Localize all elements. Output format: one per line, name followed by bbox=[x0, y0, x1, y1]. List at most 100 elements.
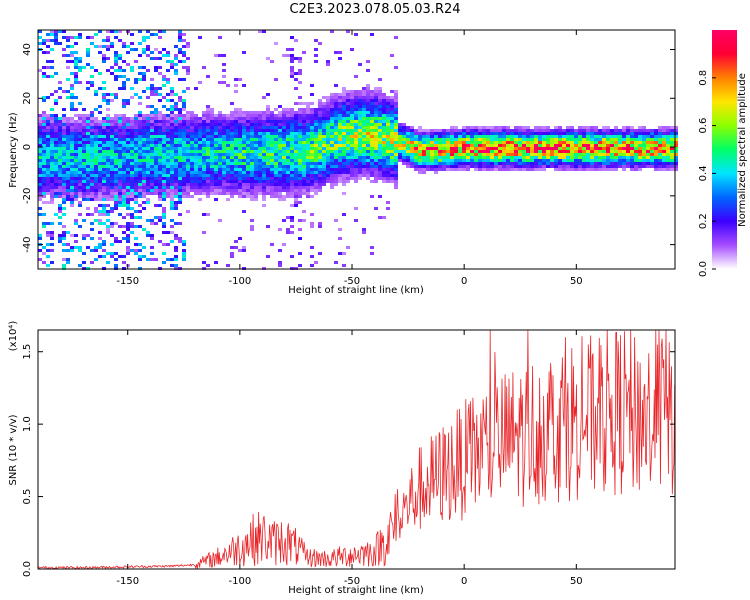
spectrogram-cell bbox=[238, 183, 242, 186]
spectrogram-cell bbox=[138, 120, 142, 123]
spectrogram-cell bbox=[130, 69, 134, 72]
spectrogram-cell bbox=[366, 135, 370, 138]
spectrogram-cell bbox=[390, 165, 394, 168]
spectrogram-cell bbox=[666, 159, 670, 162]
spectrogram-cell bbox=[50, 108, 54, 111]
spectrogram-cell bbox=[490, 162, 494, 165]
spectrogram-cell bbox=[378, 174, 382, 177]
spectrogram-cell bbox=[270, 114, 274, 117]
spectrogram-cell bbox=[166, 165, 170, 168]
spectrogram-cell bbox=[366, 144, 370, 147]
spectrogram-cell bbox=[446, 138, 450, 141]
spectrogram-cell bbox=[186, 192, 190, 195]
spectrogram-cell bbox=[102, 141, 106, 144]
spectrogram-cell bbox=[154, 162, 158, 165]
spectrogram-cell bbox=[178, 39, 182, 42]
spectrogram-cell bbox=[78, 189, 82, 192]
spectrogram-cell bbox=[542, 159, 546, 162]
spectrogram-cell bbox=[330, 120, 334, 123]
spectrogram-cell bbox=[122, 225, 126, 228]
spectrogram-cell bbox=[214, 171, 218, 174]
spectrogram-cell bbox=[290, 66, 294, 69]
spectrogram-cell bbox=[250, 195, 254, 198]
spectrogram-cell bbox=[134, 189, 138, 192]
spectrogram-cell bbox=[338, 96, 342, 99]
spectrogram-cell bbox=[278, 126, 282, 129]
spectrogram-cell bbox=[50, 153, 54, 156]
spectrogram-cell bbox=[310, 171, 314, 174]
spectrogram-cell bbox=[430, 141, 434, 144]
spectrogram-cell bbox=[174, 204, 178, 207]
spectrogram-cell bbox=[226, 183, 230, 186]
spectrogram-cell bbox=[106, 192, 110, 195]
colorbar-tick-label: 0.0 bbox=[698, 261, 709, 277]
spectrogram-cell bbox=[354, 111, 358, 114]
spectrogram-cell bbox=[634, 165, 638, 168]
spectrogram-cell bbox=[306, 183, 310, 186]
spectrogram-cell bbox=[262, 141, 266, 144]
spectrogram-cell bbox=[142, 132, 146, 135]
spectrogram-cell bbox=[218, 123, 222, 126]
spectrogram-cell bbox=[138, 123, 142, 126]
spectrogram-cell bbox=[94, 183, 98, 186]
spectrogram-cell bbox=[46, 33, 50, 36]
spectrogram-cell bbox=[138, 111, 142, 114]
spectrogram-cell bbox=[518, 153, 522, 156]
spectrogram-cell bbox=[186, 186, 190, 189]
spectrogram-cell bbox=[382, 117, 386, 120]
spectrogram-cell bbox=[246, 165, 250, 168]
spectrogram-cell bbox=[422, 129, 426, 132]
spectrogram-cell bbox=[66, 150, 70, 153]
spectrogram-cell bbox=[90, 177, 94, 180]
spectrogram-cell bbox=[50, 231, 54, 234]
spectrogram-cell bbox=[550, 147, 554, 150]
spectrogram-cell bbox=[66, 66, 70, 69]
spectrogram-cell bbox=[578, 141, 582, 144]
spectrogram-cell bbox=[270, 156, 274, 159]
spectrogram-cell bbox=[322, 147, 326, 150]
spectrogram-cell bbox=[246, 114, 250, 117]
spectrogram-cell bbox=[162, 177, 166, 180]
spectrogram-cell bbox=[318, 252, 322, 255]
spectrogram-cell bbox=[150, 219, 154, 222]
spectrogram-cell bbox=[238, 138, 242, 141]
spectrogram-cell bbox=[190, 195, 194, 198]
spectrogram-cell bbox=[62, 213, 66, 216]
spectrogram-cell bbox=[266, 123, 270, 126]
spectrogram-cell bbox=[466, 162, 470, 165]
spectrogram-cell bbox=[606, 153, 610, 156]
spectrogram-cell bbox=[138, 168, 142, 171]
spectrogram-cell bbox=[346, 153, 350, 156]
spectrogram-cell bbox=[358, 141, 362, 144]
spectrogram-cell bbox=[142, 228, 146, 231]
spectrogram-cell bbox=[294, 147, 298, 150]
spectrogram-cell bbox=[554, 126, 558, 129]
spectrogram-cell bbox=[278, 111, 282, 114]
spectrogram-cell bbox=[126, 207, 130, 210]
spectrogram-cell bbox=[66, 60, 70, 63]
spectrogram-cell bbox=[622, 132, 626, 135]
spectrogram-cell bbox=[122, 261, 126, 264]
spectrogram-cell bbox=[54, 72, 58, 75]
spectrogram-cell bbox=[538, 138, 542, 141]
spectrogram-cell bbox=[318, 159, 322, 162]
spectrogram-cell bbox=[498, 153, 502, 156]
spectrogram-cell bbox=[186, 183, 190, 186]
spectrogram-cell bbox=[302, 159, 306, 162]
spectrogram-cell bbox=[118, 147, 122, 150]
spectrogram-cell bbox=[130, 183, 134, 186]
spectrogram-cell bbox=[506, 144, 510, 147]
spectrogram-cell bbox=[374, 87, 378, 90]
spectrogram-cell bbox=[282, 156, 286, 159]
spectrogram-cell bbox=[82, 186, 86, 189]
spectrogram-cell bbox=[114, 189, 118, 192]
spectrogram-cell bbox=[514, 141, 518, 144]
spectrogram-cell bbox=[170, 63, 174, 66]
spectrogram-cell bbox=[286, 168, 290, 171]
spectrogram-cell bbox=[46, 243, 50, 246]
spectrogram-cell bbox=[286, 186, 290, 189]
spectrogram-cell bbox=[346, 174, 350, 177]
spectrogram-cell bbox=[246, 183, 250, 186]
spectrogram-cell bbox=[406, 132, 410, 135]
spectrogram-cell bbox=[382, 216, 386, 219]
